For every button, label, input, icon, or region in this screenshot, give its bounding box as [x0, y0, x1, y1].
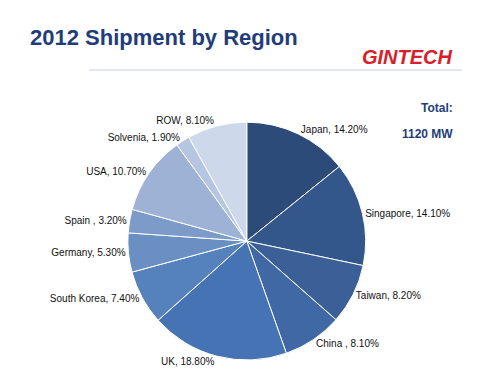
svg-text:South Korea, 7.40%: South Korea, 7.40% [50, 293, 140, 304]
svg-text:Spain , 3.20%: Spain , 3.20% [64, 215, 126, 226]
svg-text:Japan, 14.20%: Japan, 14.20% [301, 124, 368, 135]
svg-text:Solvenia, 1.90%: Solvenia, 1.90% [108, 132, 180, 143]
svg-text:1120 MW: 1120 MW [402, 127, 453, 141]
svg-text:GINTECH: GINTECH [362, 46, 453, 68]
svg-text:China , 8.10%: China , 8.10% [316, 338, 379, 349]
svg-text:ROW, 8.10%: ROW, 8.10% [156, 115, 214, 126]
svg-text:Total:: Total: [421, 101, 453, 115]
svg-text:Singapore, 14.10%: Singapore, 14.10% [365, 208, 450, 219]
svg-text:UK, 18.80%: UK, 18.80% [161, 356, 214, 367]
svg-text:Taiwan, 8.20%: Taiwan, 8.20% [356, 290, 421, 301]
svg-text:2012 Shipment by Region: 2012 Shipment by Region [30, 25, 298, 50]
svg-text:USA, 10.70%: USA, 10.70% [86, 166, 146, 177]
svg-text:Germany, 5.30%: Germany, 5.30% [51, 247, 125, 258]
